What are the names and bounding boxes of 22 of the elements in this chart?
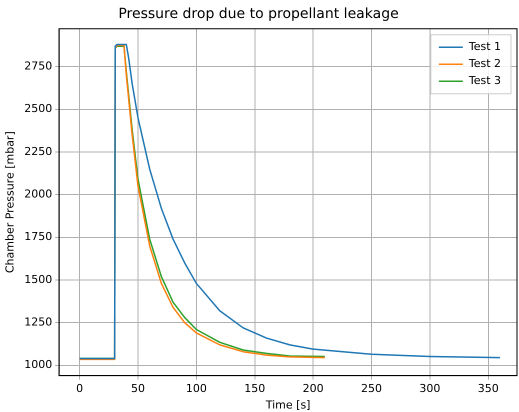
y-axis-title: Chamber Pressure [mbar]: [3, 131, 16, 274]
y-tick-label: 2500: [24, 102, 52, 116]
y-tick-label: 2750: [24, 60, 52, 73]
y-tick-label: 2250: [24, 144, 52, 158]
x-tick-label: 300: [419, 382, 440, 396]
x-tick-label: 350: [478, 382, 499, 396]
y-tick-label: 1250: [24, 316, 52, 329]
x-tick-label: 200: [302, 382, 324, 396]
y-tick-label: 1750: [24, 230, 52, 244]
y-tick-label: 1500: [24, 272, 52, 286]
legend-label: Test 2: [468, 57, 502, 70]
y-tick-label: 1000: [24, 358, 52, 372]
legend-label: Test 1: [468, 40, 502, 54]
x-tick-label: 0: [76, 382, 84, 396]
x-tick-label: 100: [186, 382, 207, 396]
x-axis-title: Time [s]: [264, 398, 310, 412]
chart-title: Pressure drop due to propellant leakage: [118, 6, 399, 22]
x-tick-label: 150: [244, 382, 266, 396]
legend-label: Test 3: [468, 74, 502, 88]
x-tick-label: 50: [131, 382, 146, 396]
y-tick-label: 2000: [24, 188, 52, 201]
x-tick-label: 250: [361, 382, 382, 396]
